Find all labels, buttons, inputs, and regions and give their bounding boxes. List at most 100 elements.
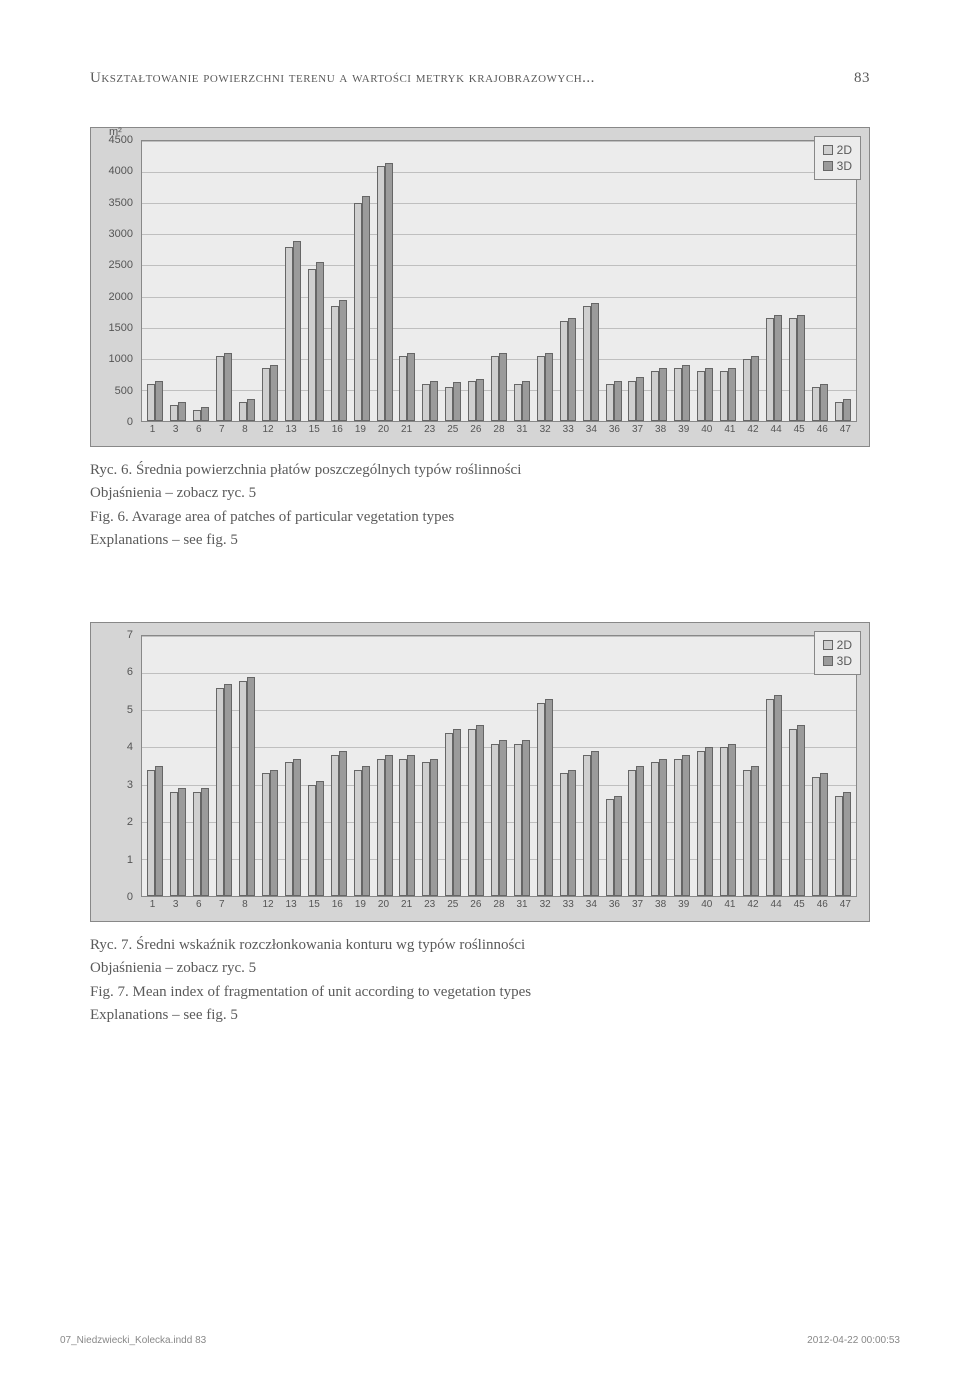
- bar-2d: [491, 356, 499, 421]
- caption-line: Fig. 7. Mean index of fragmentation of u…: [90, 981, 870, 1004]
- x-axis-labels: 1367812131516192021232526283132333436373…: [141, 899, 857, 917]
- bar-3d: [568, 770, 576, 896]
- bar-3d: [751, 356, 759, 421]
- bar-3d: [682, 755, 690, 896]
- x-tick-label: 26: [464, 424, 487, 442]
- bar-2d: [651, 762, 659, 896]
- bar-2d: [216, 356, 224, 421]
- bar-group: [625, 141, 648, 421]
- bar-2d: [835, 402, 843, 421]
- bar-3d: [774, 315, 782, 421]
- bar-group: [808, 141, 831, 421]
- bar-2d: [514, 744, 522, 896]
- x-tick-label: 19: [349, 424, 372, 442]
- bar-3d: [614, 381, 622, 421]
- x-tick-label: 19: [349, 899, 372, 917]
- legend-swatch-2d: [823, 145, 833, 155]
- bar-group: [419, 141, 442, 421]
- bar-3d: [499, 353, 507, 421]
- bars-container: [142, 141, 856, 421]
- x-tick-label: 45: [788, 899, 811, 917]
- x-tick-label: 32: [534, 424, 557, 442]
- x-tick-label: 38: [649, 424, 672, 442]
- bar-3d: [705, 368, 713, 421]
- bar-3d: [224, 353, 232, 421]
- bar-2d: [560, 321, 568, 421]
- bar-3d: [385, 755, 393, 896]
- bar-2d: [147, 770, 155, 896]
- y-tick-label: 3500: [109, 197, 133, 209]
- bar-2d: [606, 384, 614, 421]
- bar-group: [488, 636, 511, 896]
- bar-3d: [820, 384, 828, 421]
- bar-3d: [155, 381, 163, 421]
- legend: 2D 3D: [814, 631, 861, 675]
- x-tick-label: 6: [187, 899, 210, 917]
- x-tick-label: 28: [487, 899, 510, 917]
- x-tick-label: 46: [811, 424, 834, 442]
- bar-group: [648, 141, 671, 421]
- bar-2d: [583, 755, 591, 896]
- bar-group: [785, 636, 808, 896]
- bar-group: [373, 141, 396, 421]
- bar-3d: [591, 751, 599, 896]
- bar-group: [717, 636, 740, 896]
- running-title: Ukształtowanie powierzchni terenu a wart…: [90, 70, 595, 87]
- legend-swatch-3d: [823, 161, 833, 171]
- y-tick-label: 500: [115, 385, 133, 397]
- x-tick-label: 39: [672, 424, 695, 442]
- bar-group: [511, 141, 534, 421]
- bar-group: [259, 636, 282, 896]
- bar-2d: [674, 368, 682, 421]
- bar-group: [167, 636, 190, 896]
- bar-3d: [522, 740, 530, 896]
- bar-2d: [422, 384, 430, 421]
- bar-group: [740, 141, 763, 421]
- bar-3d: [751, 766, 759, 896]
- bar-3d: [430, 759, 438, 896]
- x-tick-label: 32: [534, 899, 557, 917]
- bar-2d: [170, 792, 178, 896]
- bar-3d: [247, 399, 255, 421]
- bar-3d: [705, 747, 713, 896]
- x-tick-label: 40: [695, 424, 718, 442]
- bar-group: [281, 141, 304, 421]
- x-tick-label: 37: [626, 424, 649, 442]
- bar-3d: [201, 788, 209, 896]
- x-tick-label: 47: [834, 424, 857, 442]
- x-tick-label: 33: [557, 424, 580, 442]
- y-tick-label: 5: [127, 704, 133, 716]
- x-tick-label: 20: [372, 424, 395, 442]
- x-tick-label: 21: [395, 899, 418, 917]
- bar-group: [465, 636, 488, 896]
- bar-2d: [262, 368, 270, 421]
- bar-2d: [743, 770, 751, 896]
- legend-label-2d: 2D: [837, 143, 852, 157]
- bar-group: [488, 141, 511, 421]
- footer-left: 07_Niedzwiecki_Kolecka.indd 83: [60, 1335, 206, 1346]
- page-footer: 07_Niedzwiecki_Kolecka.indd 83 2012-04-2…: [60, 1335, 900, 1346]
- bar-2d: [399, 759, 407, 896]
- bar-group: [648, 636, 671, 896]
- bar-group: [144, 141, 167, 421]
- bar-3d: [659, 759, 667, 896]
- bar-2d: [399, 356, 407, 421]
- bar-group: [442, 636, 465, 896]
- legend-item-3d: 3D: [823, 654, 852, 668]
- x-tick-label: 42: [741, 424, 764, 442]
- bar-group: [762, 141, 785, 421]
- bar-2d: [308, 269, 316, 421]
- bar-3d: [843, 792, 851, 896]
- bar-group: [259, 141, 282, 421]
- bars-container: [142, 636, 856, 896]
- bar-3d: [407, 755, 415, 896]
- bar-group: [694, 141, 717, 421]
- bar-2d: [445, 733, 453, 896]
- bar-3d: [155, 766, 163, 896]
- bar-3d: [591, 303, 599, 421]
- x-tick-label: 25: [441, 424, 464, 442]
- x-tick-label: 13: [280, 424, 303, 442]
- chart-fragmentation-index: 01234567 1367812131516192021232526283132…: [90, 622, 870, 922]
- y-tick-label: 2500: [109, 259, 133, 271]
- bar-group: [190, 141, 213, 421]
